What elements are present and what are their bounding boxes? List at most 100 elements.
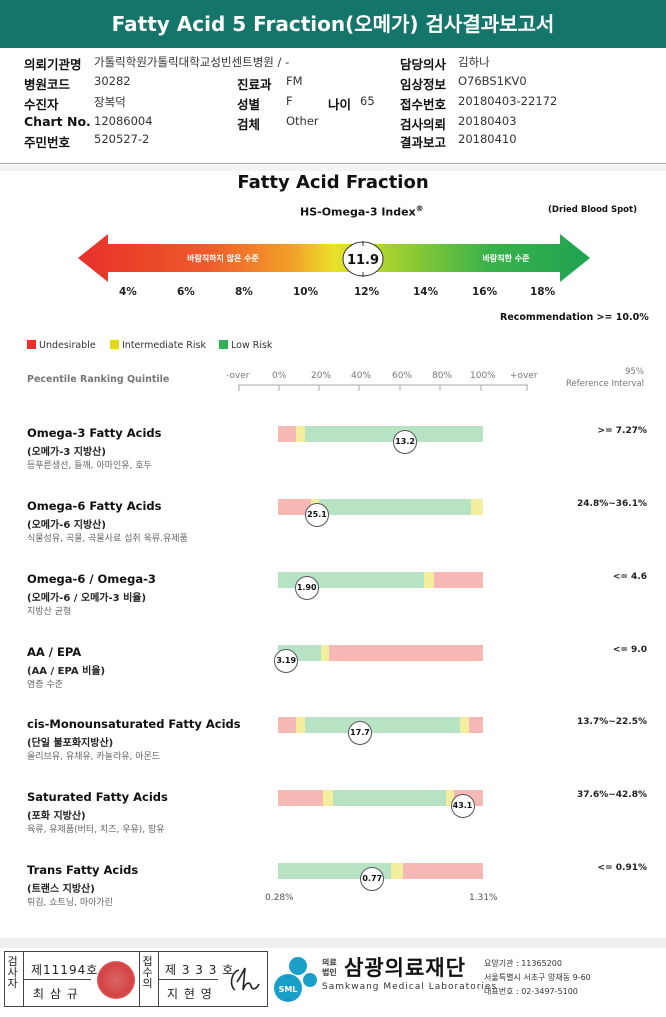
receipt-value: 20180403-22172	[458, 94, 558, 108]
undesirable-text: 바람직하지 않은 수준	[187, 253, 259, 263]
saturated-row: Saturated Fatty Acids (포화 지방산) 육류, 유제품(버…	[27, 790, 647, 850]
percentile-label: Pecentile Ranking Quintile	[27, 374, 170, 385]
bar-segment-yellow	[390, 863, 404, 879]
row-name: Saturated Fatty Acids	[27, 790, 168, 804]
row-name: cis-Monounsaturated Fatty Acids	[27, 717, 241, 731]
bar-segment-green	[333, 790, 447, 806]
scale-tick: 20%	[311, 371, 332, 381]
scale-tick: 100%	[470, 371, 496, 381]
report-title: Fatty Acid 5 Fraction(오메가) 검사결과보고서	[111, 12, 555, 36]
aa-epa-row: AA / EPA (AA / EPA 비율) 염증 수준 3.19 <= 9.0	[27, 645, 647, 705]
index-tick: 10%	[293, 286, 319, 298]
bar-segment-green	[318, 499, 471, 515]
chart-label: Chart No.	[24, 114, 91, 129]
row-ref: <= 0.91%	[597, 863, 647, 873]
sml-logo: SML	[274, 957, 317, 1002]
scale-tick: 60%	[392, 371, 413, 381]
info-divider	[0, 163, 666, 164]
row-ref: 24.8%~36.1%	[577, 499, 647, 509]
resident-value: 520527-2	[94, 132, 150, 146]
row-desc: 지방산 균형	[27, 607, 72, 617]
report-label: 결과보고	[400, 135, 447, 150]
row-bar	[278, 645, 483, 661]
index-tick: 8%	[235, 286, 253, 298]
org-english: Samkwang Medical Laboratories	[322, 982, 498, 992]
scale-tick: +over	[510, 371, 538, 381]
row-bar	[278, 426, 483, 442]
sex-value: F	[286, 94, 293, 108]
bar-segment-red	[468, 717, 483, 733]
footer-band	[0, 938, 666, 948]
fraction-title: Fatty Acid Fraction	[237, 172, 429, 193]
specimen-label: 검체	[237, 117, 261, 132]
bar-segment-yellow	[296, 717, 305, 733]
row-desc: 염증 수준	[27, 680, 63, 690]
bar-segment-green	[304, 426, 483, 442]
department-value: FM	[286, 74, 303, 88]
hospital-code-label: 병원코드	[24, 77, 71, 92]
report-banner: Fatty Acid 5 Fraction(오메가) 검사결과보고서	[0, 0, 666, 48]
legend-intermediate: Intermediate Risk	[110, 340, 206, 351]
bar-segment-red	[433, 572, 483, 588]
bar-segment-red	[403, 863, 483, 879]
omega3-row: Omega-3 Fatty Acids (오메가-3 지방산) 등푸른생선, 들…	[27, 426, 647, 486]
row-marker: 43.1	[450, 794, 475, 818]
row-ref: 13.7%~22.5%	[577, 717, 647, 727]
bar-segment-yellow	[460, 717, 469, 733]
bar-segment-red	[278, 499, 311, 515]
receipt-label: 접수번호	[400, 97, 447, 112]
row-marker: 1.90	[294, 576, 319, 600]
doctor-label: 담당의사	[400, 57, 447, 72]
row-bar	[278, 790, 483, 806]
row-desc: 올리브유, 유채유, 카놀라유, 아몬드	[27, 752, 161, 762]
index-arrow-shape	[78, 234, 590, 282]
approver-label: 접수의	[142, 955, 153, 990]
index-value: 11.9	[347, 253, 379, 268]
section-band	[0, 165, 666, 171]
omega6-omega3-row: Omega-6 / Omega-3 (오메가-6 / 오메가-3 비율) 지방산…	[27, 572, 647, 632]
scale-tick: 80%	[432, 371, 453, 381]
seal-stamp	[97, 961, 135, 999]
bar-segment-red	[329, 645, 483, 661]
legend-undesirable: Undesirable	[27, 340, 96, 351]
row-kor: (오메가-6 지방산)	[27, 520, 106, 531]
omega6-row: Omega-6 Fatty Acids (오메가-6 지방산) 식물성유, 곡물…	[27, 499, 647, 559]
reference-title: 95% Reference Interval	[565, 367, 644, 389]
index-tick: 6%	[177, 286, 195, 298]
org-contact: 요양기관 : 11365200 서울특별시 서초구 양재동 9-60 대표번호 …	[484, 959, 591, 996]
patient-info: 의뢰기관명 가톨릭학원가톨릭대학교성빈센트병원 / - 담당의사 김하나 병원코…	[24, 54, 644, 154]
green-swatch	[219, 340, 228, 349]
index-tick: 14%	[413, 286, 439, 298]
bar-segment-yellow	[321, 645, 330, 661]
report-value: 20180410	[458, 132, 517, 146]
cis-mufa-row: cis-Monounsaturated Fatty Acids (단일 불포화지…	[27, 717, 647, 777]
sex-label: 성별	[237, 97, 261, 112]
bar-segment-yellow	[323, 790, 334, 806]
specimen-value: Other	[286, 114, 319, 128]
bar-segment-red	[278, 717, 297, 733]
row-desc: 등푸른생선, 들깨, 아마인유, 호두	[27, 461, 152, 471]
age-value: 65	[360, 94, 375, 108]
row-ref: >= 7.27%	[597, 426, 647, 436]
logo-text: SML	[279, 985, 298, 994]
row-marker: 25.1	[304, 503, 329, 527]
bar-segment-yellow	[470, 499, 483, 515]
row-desc: 튀김, 쇼트닝, 마아가린	[27, 898, 113, 908]
row-ref: <= 4.6	[612, 572, 647, 582]
omega3-index-arrow: 바람직하지 않은 수준 바람직한 수준 11.9	[78, 234, 590, 282]
row-desc: 식물성유, 곡물, 곡물사료 섭취 육류.유제품	[27, 534, 188, 544]
hospital-code-value: 30282	[94, 74, 131, 88]
row-marker: 17.7	[348, 721, 372, 745]
row-desc: 육류, 유제품(버터, 치즈, 우유), 팜유	[27, 825, 165, 835]
age-label: 나이	[328, 97, 352, 112]
scale-tick: 0%	[272, 371, 287, 381]
clinical-label: 임상정보	[400, 77, 447, 92]
row-ref: 37.6%~42.8%	[577, 790, 647, 800]
inspector-number: 제11194호	[31, 963, 99, 977]
row-kor: (오메가-6 / 오메가-3 비율)	[27, 593, 147, 604]
row-name: AA / EPA	[27, 645, 82, 659]
institution-label: 의뢰기관명	[24, 57, 82, 72]
row-name: Omega-6 / Omega-3	[27, 572, 156, 586]
row-kor: (트랜스 지방산)	[27, 884, 95, 895]
red-swatch	[27, 340, 36, 349]
